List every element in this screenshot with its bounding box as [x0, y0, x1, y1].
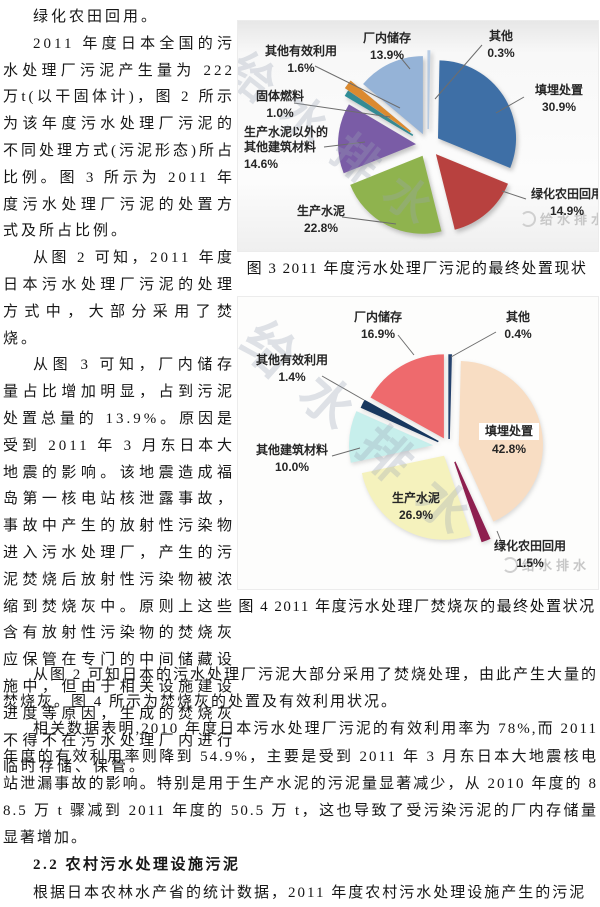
bottom-text-block: 从图 2 可知日本的污水处理厂污泥大部分采用了焚烧处理，由此产生大量的焚烧灰。图… — [3, 662, 598, 907]
figure-4: 给水排水 给水排水 其他 0.4% 填埋处置 42.8% 绿化农田回用 1.5% 生产水泥 2… — [237, 296, 599, 616]
logo-text: 给水排水 — [522, 558, 591, 573]
slice-label-percent: 26.9% — [398, 508, 434, 522]
watermark-logo: 给水排水 — [502, 555, 590, 574]
slice-label-0: 其他 0.3% — [474, 29, 528, 61]
slice-label-3: 生产水泥 22.8% — [288, 204, 354, 236]
leader-line — [496, 530, 506, 552]
paragraph: 根据日本农林水产省的统计数据，2011 年度农村污水处理设施产生的污泥 — [33, 884, 587, 901]
pie-slice-4 — [338, 104, 416, 174]
paragraph: 相关数据表明,2010 年度日本污水处理厂污泥的有效利用率为 78%,而 201… — [3, 721, 598, 847]
pie-slice-5 — [360, 399, 439, 443]
slice-label-2: 绿化农田回用 1.5% — [482, 539, 578, 571]
slice-label-percent: 1.0% — [266, 106, 294, 120]
slice-label-name: 生产水泥 — [391, 491, 440, 505]
leader-line — [434, 44, 483, 100]
slice-label-name: 固体燃料 — [255, 89, 304, 103]
slice-label-5: 其他有效利用 1.4% — [248, 353, 336, 385]
slice-label-percent: 0.4% — [504, 327, 532, 341]
slice-label-percent: 30.9% — [541, 100, 577, 114]
slice-label-percent: 1.6% — [287, 61, 315, 75]
slice-label-7: 厂内储存 13.9% — [354, 31, 420, 63]
slice-label-4: 生产水泥以外的 其他建筑材料 14.6% — [244, 125, 360, 172]
slice-label-percent: 10.0% — [274, 460, 310, 474]
logo-swirl-icon — [502, 556, 518, 573]
pie-slice-2 — [435, 154, 508, 230]
pie-slice-1 — [438, 60, 517, 168]
slice-label-6: 其他有效利用 1.6% — [256, 44, 346, 76]
pie-slice-6 — [344, 80, 411, 133]
leader-line — [450, 331, 497, 358]
pie-slice-3 — [350, 155, 442, 234]
slice-label-3: 生产水泥 26.9% — [380, 491, 452, 523]
slice-label-1: 填埋处置 42.8% — [470, 423, 548, 457]
pie-chart-incineration-ash-disposal: 给水排水 给水排水 其他 0.4% 填埋处置 42.8% 绿化农田回用 1.5% 生产水泥 2… — [237, 296, 599, 590]
logo-swirl-icon — [520, 210, 536, 227]
slice-label-name: 生产水泥以外的 其他建筑材料 — [244, 125, 329, 154]
slice-label-name: 其他有效利用 — [255, 353, 328, 367]
slice-label-2: 绿化农田回用 14.9% — [522, 187, 599, 219]
pie-slice-7 — [363, 56, 423, 135]
figure-4-caption: 图 4 2011 年度污水处理厂焚烧灰的最终处置状况 — [238, 599, 596, 615]
slice-label-percent: 1.5% — [516, 556, 544, 570]
slice-label-1: 填埋处置 30.9% — [520, 83, 598, 115]
left-text-column: 绿化农田回用。 2011 年度日本全国的污水处理厂污泥产生量为 222 万t(以… — [3, 4, 235, 781]
slice-label-name: 厂内储存 — [362, 31, 411, 45]
slice-label-percent: 14.6% — [244, 157, 279, 171]
leader-line — [293, 102, 391, 118]
leader-line — [397, 334, 415, 356]
slice-label-name: 其他建筑材料 — [255, 443, 328, 457]
slice-label-percent: 1.4% — [278, 370, 306, 384]
paragraph: 2011 年度日本全国的污水处理厂污泥产生量为 222 万t(以干固体计)，图 … — [3, 35, 235, 240]
slice-label-name: 绿化农田回用 — [530, 187, 599, 201]
pie-slice-0 — [448, 354, 452, 440]
leader-line — [321, 375, 365, 401]
pie-slice-4 — [349, 411, 434, 463]
paragraph: 从图 3 可知，厂内储存量占比增加明显，占到污泥处置总量的 13.9%。原因是受… — [3, 357, 235, 776]
leader-line — [395, 51, 411, 70]
pie-chart-sludge-disposal: 给水排水 给水排水 其他0.3%填埋处置30.9%绿化农田回用14.9%生产水泥… — [237, 20, 599, 252]
slice-label-percent: 16.9% — [360, 327, 396, 341]
slice-label-name: 其他 — [505, 310, 530, 324]
watermark-logo: 给水排水 — [520, 209, 598, 228]
section-heading: 2.2 农村污水处理设施污泥 — [33, 857, 241, 874]
pie-svg — [293, 44, 527, 234]
slice-label-percent: 0.3% — [487, 46, 515, 60]
slice-label-percent: 13.9% — [369, 48, 405, 62]
slice-label-percent: 42.8% — [491, 442, 527, 456]
slice-label-name: 生产水泥 — [296, 204, 345, 218]
slice-label-5: 固体燃料 1.0% — [248, 89, 312, 121]
slice-label-name: 其他有效利用 — [264, 44, 337, 58]
paragraph: 绿化农田回用。 — [33, 9, 160, 25]
figure-3-caption: 图 3 2011 年度污水处理厂污泥的最终处置现状 — [246, 261, 588, 277]
slice-label-percent: 22.8% — [303, 221, 339, 235]
paragraph: 从图 2 可知日本的污水处理厂污泥大部分采用了焚烧处理，由此产生大量的焚烧灰。图… — [3, 667, 599, 711]
pie-slice-3 — [361, 455, 472, 540]
slice-label-4: 其他建筑材料 10.0% — [248, 443, 336, 475]
pie-slice-5 — [344, 90, 414, 137]
figure-3: 给水排水 给水排水 其他0.3%填埋处置30.9%绿化农田回用14.9%生产水泥… — [237, 20, 599, 278]
leader-line — [323, 141, 366, 148]
slice-label-name: 填埋处置 — [478, 423, 539, 440]
slice-label-name: 填埋处置 — [534, 83, 583, 97]
slice-label-6: 厂内储存 16.9% — [342, 310, 414, 342]
leader-line — [501, 190, 527, 200]
pie-slice-1 — [458, 361, 543, 522]
pie-slice-2 — [454, 461, 491, 543]
pie-slice-6 — [370, 354, 444, 439]
slice-label-name: 绿化农田回用 — [493, 539, 566, 553]
leader-line — [314, 65, 401, 109]
slice-label-percent: 14.9% — [549, 204, 585, 218]
slice-label-0: 其他 0.4% — [490, 310, 546, 342]
leader-line — [341, 216, 397, 225]
slice-label-name: 其他 — [488, 29, 513, 43]
logo-text: 给水排水 — [540, 212, 598, 227]
pie-svg — [321, 331, 543, 552]
slice-label-name: 厂内储存 — [353, 310, 402, 324]
leader-line — [495, 96, 525, 114]
pie-slice-0 — [427, 50, 431, 130]
paragraph: 从图 2 可知，2011 年度日本污水处理厂污泥的处理方式中，大部分采用了焚烧。 — [3, 250, 235, 347]
leader-line — [331, 447, 361, 457]
